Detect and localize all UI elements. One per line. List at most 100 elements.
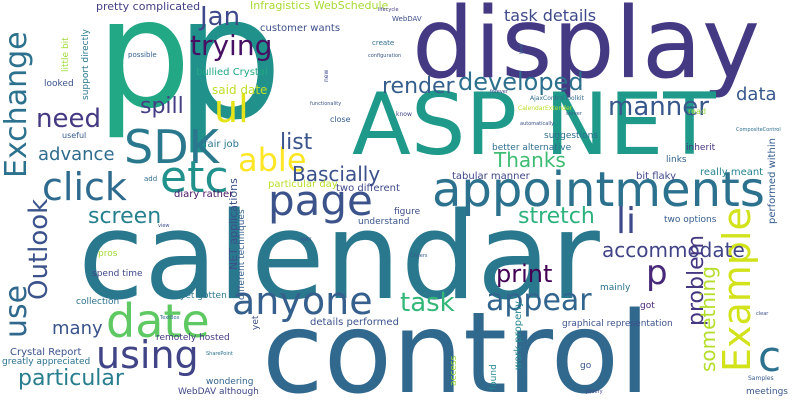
- word-suggestions: suggestions: [544, 131, 598, 141]
- word-p-small: p: [646, 253, 668, 293]
- word-something: something: [696, 266, 720, 372]
- word-task-details: task details: [504, 6, 597, 25]
- word-bullied-crystal: bullied Crystal: [196, 67, 268, 78]
- word-said-date: said date: [212, 83, 268, 97]
- word-manner: manner: [608, 92, 709, 122]
- word-tabular-manner: tabular manner: [452, 171, 530, 182]
- word-p-large-2: p: [96, 0, 192, 142]
- word-diary-rather: diary rather: [174, 189, 234, 200]
- word-able: able: [238, 141, 307, 179]
- word-yet-gotten: yet gotten: [180, 291, 227, 301]
- word-little-bit: little bit: [61, 37, 71, 72]
- word-many: many: [52, 318, 103, 339]
- word-cheers: Cheers: [410, 253, 428, 259]
- word-etc: etc: [160, 152, 229, 203]
- word-date: date: [106, 294, 210, 348]
- word-exchange: Exchange: [0, 31, 34, 178]
- word-add: add: [144, 175, 158, 183]
- word-ajaxcontroltoolkit: AjaxControlToolkit: [530, 95, 584, 102]
- word-configuration: configuration: [368, 53, 402, 59]
- word-better-alternative: better alternative: [492, 143, 572, 153]
- word-appointments: appointments: [432, 162, 765, 218]
- word-sharepoint: SharePoint: [206, 351, 233, 357]
- word-render: render: [382, 74, 455, 99]
- word-spend-time: spend time: [92, 269, 143, 279]
- word-p-large-1: p: [175, 0, 283, 158]
- word-accommodate: accommodate: [602, 238, 745, 262]
- word-create: create: [372, 39, 395, 47]
- word-two-different: two different: [336, 183, 400, 194]
- word-remotely-hosted: remotely hosted: [156, 333, 230, 343]
- word-clear: clear: [756, 311, 769, 317]
- word-looked: looked: [44, 79, 74, 89]
- word-know: know: [396, 111, 412, 118]
- word-support-directly: support directly: [81, 29, 91, 100]
- word-li: li: [616, 201, 637, 242]
- word-graphical-representation: graphical representation: [562, 319, 673, 329]
- word-understand: understand: [358, 217, 410, 227]
- word-jan: Jan: [200, 2, 241, 32]
- word-two-options: two options: [664, 215, 717, 225]
- word-collection: collection: [76, 297, 120, 307]
- word-samples: Samples: [748, 375, 774, 382]
- word-print: print: [496, 260, 553, 288]
- word-stretch: stretch: [518, 204, 595, 229]
- word-greatly-appreciated: greatly appreciated: [2, 357, 91, 367]
- word-anyone: anyone: [232, 279, 373, 323]
- word-access: access: [449, 355, 459, 386]
- word-trying: trying: [190, 29, 273, 62]
- word-pretty-complicated: pretty complicated: [96, 0, 201, 13]
- word-details-performed: details performed: [310, 317, 399, 328]
- word-wondering: wondering: [206, 377, 254, 387]
- word-figure: figure: [394, 207, 421, 217]
- word-particular: particular: [18, 366, 124, 391]
- word-webdav-although: WebDAV although: [178, 387, 259, 397]
- word-inherit: inherit: [686, 143, 716, 153]
- word-calendarextender: CalendarExtender: [518, 105, 573, 112]
- word-bit-flaky: bit flaky: [636, 171, 677, 182]
- word-found: found: [489, 364, 499, 390]
- word-click: click: [42, 165, 127, 209]
- word-particular-day: particular day: [268, 179, 338, 190]
- word-infragistics-webschedule: Infragistics WebSchedule: [250, 0, 389, 12]
- word-sdk: SDK: [124, 120, 219, 174]
- word-view: view: [158, 223, 170, 229]
- word-calendar: calendar: [78, 188, 600, 327]
- word-appear: appear: [486, 283, 592, 318]
- word-new: new: [323, 69, 330, 82]
- word-work-properly: work properly: [513, 300, 524, 370]
- word-bascially: Bascially: [292, 162, 381, 186]
- word-pros: pros: [98, 249, 118, 259]
- word-performed-within: performed within: [767, 138, 778, 224]
- word-developed: developed: [458, 68, 584, 96]
- word-textbox: TextBox: [160, 315, 180, 321]
- word-really-meant: really meant: [700, 167, 764, 178]
- word-read: read: [688, 107, 707, 116]
- word-different-techniques: different techniques: [237, 209, 247, 300]
- word-example: Example: [715, 207, 759, 372]
- word-list: list: [280, 130, 313, 155]
- word-crystal-report: Crystal Report: [10, 347, 82, 358]
- word-got: got: [640, 301, 655, 311]
- word-asp-net: ASP NET: [352, 75, 716, 175]
- word-useful: useful: [62, 131, 87, 140]
- word-ajax: AJAX: [300, 237, 312, 243]
- word-mainly: mainly: [600, 283, 631, 293]
- word-task: task: [400, 288, 455, 318]
- word-close: close: [330, 115, 351, 124]
- word-using: using: [96, 333, 199, 377]
- word-server: server: [566, 111, 582, 117]
- word-page: page: [268, 176, 373, 225]
- word-data: data: [736, 84, 777, 105]
- word-href: href: [519, 44, 525, 54]
- word-spill: spill: [140, 94, 184, 119]
- word-links: links: [666, 155, 687, 165]
- word-automatically: automatically: [520, 121, 555, 127]
- word-c: c: [758, 332, 782, 381]
- word-functionality: functionality: [310, 101, 342, 107]
- word-advance: advance: [38, 144, 115, 165]
- word-fair-job: fair job: [204, 139, 239, 150]
- word-compositecontrol: CompositeControl: [736, 127, 781, 133]
- word-customer-wants: customer wants: [260, 23, 341, 34]
